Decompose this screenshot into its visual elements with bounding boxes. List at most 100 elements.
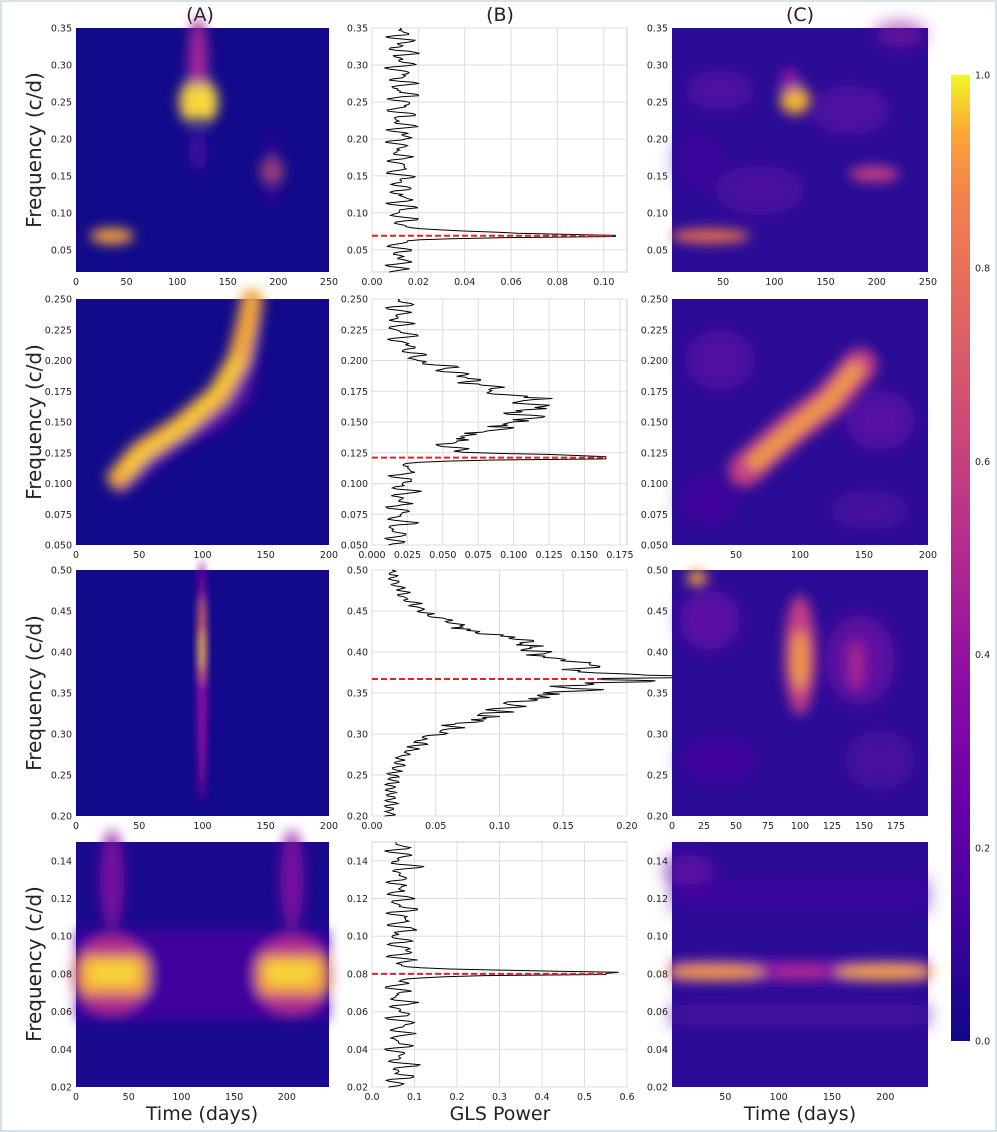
xtick-label: 0: [73, 550, 79, 561]
ytick-label: 0.200: [45, 356, 72, 367]
ytick-label: 0.12: [347, 894, 368, 905]
colorbar-tick-label: 0.2: [975, 843, 990, 854]
ytick-label: 0.40: [51, 648, 72, 659]
gls-line-row1: [384, 27, 616, 273]
ytick-label: 0.04: [51, 1045, 72, 1056]
ytick-label: 0.200: [341, 356, 368, 367]
ytick-label: 0.35: [347, 689, 368, 700]
xtick-label: 100: [770, 1092, 788, 1103]
xtick-label: 50: [121, 277, 133, 288]
ytick-label: 0.25: [347, 771, 368, 782]
panel-row2-a: [76, 289, 329, 545]
ytick-label: 0.25: [51, 97, 72, 108]
ytick-label: 0.075: [45, 510, 72, 521]
xtick-label: 0.15: [553, 821, 574, 832]
column-title-c: (C): [786, 4, 814, 26]
panel-row3-a: [76, 560, 329, 816]
xtick-label: 0.150: [571, 550, 598, 561]
gls-line-row2: [383, 298, 607, 546]
xtick-label: 100: [765, 277, 783, 288]
xtick-label: 0.1: [407, 1092, 422, 1103]
ytick-label: 0.10: [51, 932, 72, 943]
xtick-label: 0.08: [547, 277, 568, 288]
ytick-label: 0.250: [45, 295, 72, 306]
ytick-label: 0.14: [647, 856, 668, 867]
ytick-label: 0.25: [647, 771, 668, 782]
ytick-label: 0.06: [347, 1007, 368, 1018]
ytick-label: 0.12: [647, 894, 668, 905]
ytick-label: 0.08: [51, 969, 72, 980]
xtick-label: 250: [919, 277, 937, 288]
xtick-label: 0.06: [501, 277, 522, 288]
ytick-label: 0.14: [51, 856, 72, 867]
ytick-label: 0.50: [347, 566, 368, 577]
ytick-label: 0.02: [51, 1083, 72, 1094]
ytick-label: 0.050: [341, 541, 368, 552]
ytick-label: 0.35: [51, 689, 72, 700]
xtick-label: 50: [123, 1092, 135, 1103]
panel-row3-b: [371, 569, 724, 817]
column-title-b: (B): [486, 4, 514, 26]
xtick-label: 200: [919, 550, 937, 561]
column-title-a: (A): [186, 4, 214, 26]
xtick-label: 0.00: [361, 277, 382, 288]
xtick-label: 150: [225, 1092, 243, 1103]
xtick-label: 50: [133, 550, 145, 561]
xtick-label: 200: [320, 550, 338, 561]
ytick-label: 0.35: [347, 24, 368, 35]
xtick-label: 0.075: [465, 550, 492, 561]
ytick-label: 0.225: [341, 325, 368, 336]
axis-ticks: 0.050.100.150.200.250.300.350 50 100 150 200…: [45, 24, 937, 1104]
xtick-label: 200: [876, 1092, 894, 1103]
ytick-label: 0.200: [641, 356, 668, 367]
xtick-label: 100: [193, 821, 211, 832]
panel-row4-b: [371, 841, 628, 1088]
xtick-label: 150: [823, 1092, 841, 1103]
xtick-label: 50: [730, 550, 742, 561]
xtick-label: 50: [133, 821, 145, 832]
ytick-label: 0.20: [347, 812, 368, 823]
ytick-label: 0.35: [647, 689, 668, 700]
ytick-label: 0.150: [45, 418, 72, 429]
xtick-label: 200: [868, 277, 886, 288]
ylabel-row1: Frequency (c/d): [22, 72, 46, 228]
ytick-label: 0.10: [51, 208, 72, 219]
colorbar-tick-label: 1.0: [975, 71, 990, 82]
xtick-label: 250: [320, 277, 338, 288]
ytick-label: 0.30: [51, 730, 72, 741]
ytick-label: 0.20: [51, 134, 72, 145]
ytick-label: 0.15: [647, 171, 668, 182]
xtick-label: 0.0: [364, 1092, 379, 1103]
ytick-label: 0.02: [347, 1083, 368, 1094]
ytick-label: 0.40: [347, 648, 368, 659]
ytick-label: 0.15: [347, 171, 368, 182]
ytick-label: 0.175: [641, 387, 668, 398]
ytick-label: 0.05: [347, 245, 368, 256]
xtick-label: 0.2: [449, 1092, 464, 1103]
ytick-label: 0.35: [51, 24, 72, 35]
ytick-label: 0.04: [347, 1045, 368, 1056]
ytick-label: 0.10: [647, 208, 668, 219]
ytick-label: 0.30: [347, 730, 368, 741]
xtick-label: 0: [669, 821, 675, 832]
ytick-label: 0.225: [641, 325, 668, 336]
ytick-label: 0.075: [341, 510, 368, 521]
ytick-label: 0.08: [647, 969, 668, 980]
xtick-label: 175: [887, 821, 905, 832]
xtick-label: 0.20: [616, 821, 637, 832]
ytick-label: 0.08: [347, 969, 368, 980]
colorbar-ticks: 0.0 0.2 0.4 0.6 0.8 1.0: [975, 71, 990, 1048]
ytick-label: 0.45: [647, 607, 668, 618]
ytick-label: 0.150: [641, 418, 668, 429]
xtick-label: 50: [717, 277, 729, 288]
gls-line-row3: [383, 569, 724, 817]
xtick-label: 125: [823, 821, 841, 832]
ytick-label: 0.10: [347, 932, 368, 943]
ytick-label: 0.05: [647, 245, 668, 256]
xtick-label: 0.025: [394, 550, 421, 561]
ytick-label: 0.05: [51, 245, 72, 256]
xtick-label: 0: [73, 277, 79, 288]
ytick-label: 0.075: [641, 510, 668, 521]
ytick-label: 0.150: [341, 418, 368, 429]
